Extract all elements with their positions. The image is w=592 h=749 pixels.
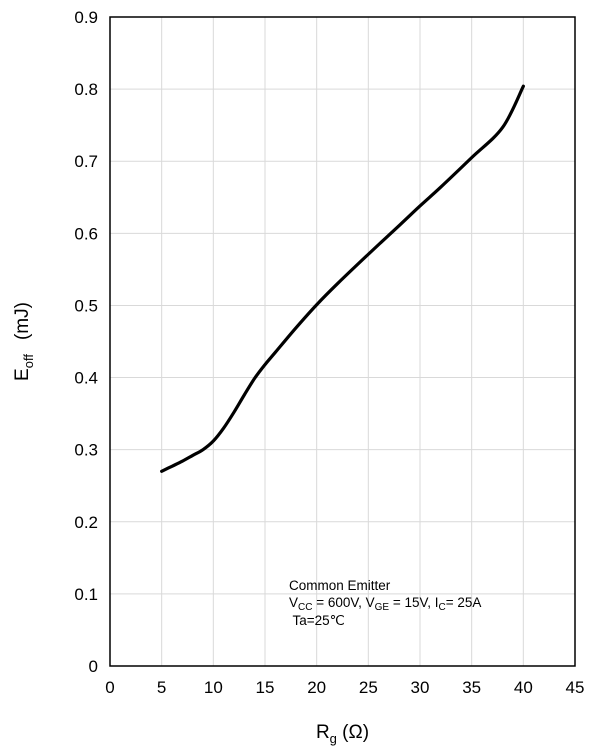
grid <box>109 16 576 667</box>
x-tick-label: 25 <box>359 678 378 697</box>
annotation-subscript: C <box>439 602 446 613</box>
x-axis-ticks: 0 5 10 15 20 25 30 35 40 45 <box>105 678 584 697</box>
annotation-text: = 25A <box>446 595 482 610</box>
y-axis-ticks: 0 0.1 0.2 0.3 0.4 0.5 0.6 0.7 0.8 0.9 <box>74 8 98 676</box>
y-tick-label: 0.4 <box>74 369 98 388</box>
y-axis-title-unit: (mJ) <box>12 302 33 340</box>
annotation-text: = 15V, I <box>389 595 438 610</box>
y-tick-label: 0.8 <box>74 80 98 99</box>
annotation-text: V <box>289 595 298 610</box>
x-tick-label: 20 <box>307 678 326 697</box>
x-axis-title-unit: (Ω) <box>337 722 369 743</box>
x-tick-label: 30 <box>411 678 430 697</box>
y-tick-label: 0.1 <box>74 585 98 604</box>
x-axis-title: Rg (Ω) <box>316 722 369 746</box>
y-tick-label: 0.2 <box>74 513 98 532</box>
x-tick-label: 40 <box>514 678 533 697</box>
annotation-line-3: Ta=25℃ <box>289 613 345 628</box>
y-axis-title-main: E <box>12 368 33 381</box>
x-tick-label: 5 <box>157 678 166 697</box>
x-axis-title-sub: g <box>330 731 337 746</box>
x-tick-label: 0 <box>105 678 114 697</box>
y-tick-label: 0 <box>89 657 98 676</box>
x-tick-label: 35 <box>462 678 481 697</box>
annotation-text: = 600V, V <box>312 595 374 610</box>
x-axis-title-main: R <box>316 722 330 743</box>
y-axis-title-sub: off <box>21 354 36 369</box>
y-tick-label: 0.7 <box>74 152 98 171</box>
annotation-line-2: VCC = 600V, VGE = 15V, IC= 25A <box>289 595 481 613</box>
annotation-subscript: GE <box>375 602 390 613</box>
y-tick-label: 0.3 <box>74 441 98 460</box>
y-axis-title: Eoff (mJ) <box>12 302 36 381</box>
series-layer <box>160 84 525 473</box>
y-tick-label: 0.9 <box>74 8 98 27</box>
y-tick-label: 0.5 <box>74 296 98 315</box>
x-tick-label: 15 <box>256 678 275 697</box>
y-tick-label: 0.6 <box>74 224 98 243</box>
annotation-line-1: Common Emitter <box>289 578 391 593</box>
x-tick-label: 10 <box>204 678 223 697</box>
x-tick-label: 45 <box>566 678 585 697</box>
conditions-annotation: Common Emitter VCC = 600V, VGE = 15V, IC… <box>289 578 481 628</box>
plot-area-border <box>109 16 576 667</box>
annotation-subscript: CC <box>298 602 312 613</box>
series-line <box>160 84 525 473</box>
